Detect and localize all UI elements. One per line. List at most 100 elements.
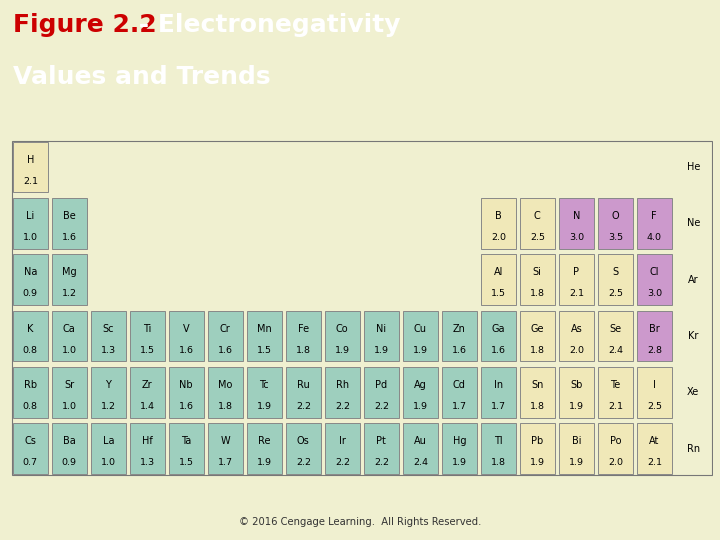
Text: S: S bbox=[612, 267, 618, 278]
Text: 1.9: 1.9 bbox=[257, 402, 272, 411]
Text: 1.6: 1.6 bbox=[491, 346, 505, 355]
Text: Cd: Cd bbox=[453, 380, 466, 390]
Text: 2.1: 2.1 bbox=[23, 177, 37, 186]
Text: Os: Os bbox=[297, 436, 310, 446]
Text: Li: Li bbox=[26, 211, 35, 221]
Text: Mo: Mo bbox=[218, 380, 233, 390]
Text: 2.2: 2.2 bbox=[335, 458, 350, 467]
Text: 3.5: 3.5 bbox=[608, 233, 623, 242]
Text: 1.8: 1.8 bbox=[491, 458, 505, 467]
Bar bbox=[364, 367, 399, 417]
Bar bbox=[130, 423, 165, 474]
Bar bbox=[130, 310, 165, 361]
Bar bbox=[52, 367, 87, 417]
Text: Ar: Ar bbox=[688, 275, 698, 285]
Text: 1.7: 1.7 bbox=[218, 458, 233, 467]
Text: Sn: Sn bbox=[531, 380, 544, 390]
Text: Fe: Fe bbox=[298, 323, 309, 334]
Bar bbox=[52, 310, 87, 361]
Text: La: La bbox=[102, 436, 114, 446]
Bar bbox=[402, 310, 438, 361]
Text: Ca: Ca bbox=[63, 323, 76, 334]
Bar bbox=[286, 367, 321, 417]
Text: 1.6: 1.6 bbox=[179, 346, 194, 355]
Text: Sr: Sr bbox=[64, 380, 74, 390]
Text: 2.2: 2.2 bbox=[296, 402, 311, 411]
Text: 1.9: 1.9 bbox=[569, 458, 584, 467]
Bar bbox=[168, 367, 204, 417]
Text: Po: Po bbox=[610, 436, 621, 446]
Bar bbox=[168, 310, 204, 361]
Text: Tc: Tc bbox=[259, 380, 269, 390]
Bar bbox=[13, 254, 48, 305]
Text: Pd: Pd bbox=[375, 380, 387, 390]
Text: 2.8: 2.8 bbox=[647, 346, 662, 355]
Bar bbox=[52, 423, 87, 474]
Bar bbox=[325, 367, 360, 417]
Text: In: In bbox=[494, 380, 503, 390]
Bar bbox=[481, 198, 516, 248]
Text: Pb: Pb bbox=[531, 436, 544, 446]
Text: 2.2: 2.2 bbox=[335, 402, 350, 411]
Bar bbox=[91, 310, 126, 361]
Text: Values and Trends: Values and Trends bbox=[13, 65, 271, 89]
Text: 2.1: 2.1 bbox=[569, 289, 584, 298]
Text: 1.6: 1.6 bbox=[218, 346, 233, 355]
Text: Be: Be bbox=[63, 211, 76, 221]
Text: Al: Al bbox=[494, 267, 503, 278]
Text: Rb: Rb bbox=[24, 380, 37, 390]
Bar bbox=[91, 423, 126, 474]
Text: Ir: Ir bbox=[339, 436, 346, 446]
Text: 1.5: 1.5 bbox=[179, 458, 194, 467]
Bar bbox=[91, 367, 126, 417]
Bar bbox=[481, 367, 516, 417]
Text: Ga: Ga bbox=[492, 323, 505, 334]
Text: Si: Si bbox=[533, 267, 541, 278]
Text: Hg: Hg bbox=[453, 436, 466, 446]
Text: 2.5: 2.5 bbox=[647, 402, 662, 411]
Bar bbox=[636, 198, 672, 248]
Text: 2.2: 2.2 bbox=[296, 458, 311, 467]
Bar bbox=[13, 423, 48, 474]
Text: 1.9: 1.9 bbox=[374, 346, 389, 355]
Text: 1.7: 1.7 bbox=[452, 402, 467, 411]
Text: Ag: Ag bbox=[414, 380, 427, 390]
Text: 1.0: 1.0 bbox=[23, 233, 37, 242]
Bar bbox=[442, 367, 477, 417]
Bar bbox=[402, 367, 438, 417]
Bar bbox=[208, 367, 243, 417]
Bar bbox=[636, 367, 672, 417]
Text: 1.6: 1.6 bbox=[179, 402, 194, 411]
Bar bbox=[247, 310, 282, 361]
Text: 1.6: 1.6 bbox=[452, 346, 467, 355]
Text: 1.5: 1.5 bbox=[491, 289, 505, 298]
Text: 2.0: 2.0 bbox=[491, 233, 505, 242]
Text: 1.2: 1.2 bbox=[101, 402, 116, 411]
Text: 2.4: 2.4 bbox=[608, 346, 623, 355]
Bar bbox=[364, 310, 399, 361]
Text: F: F bbox=[652, 211, 657, 221]
Text: 3.0: 3.0 bbox=[647, 289, 662, 298]
Text: 0.9: 0.9 bbox=[23, 289, 37, 298]
Text: 4.0: 4.0 bbox=[647, 233, 662, 242]
Text: Zn: Zn bbox=[453, 323, 466, 334]
Bar bbox=[598, 367, 633, 417]
Text: Tl: Tl bbox=[494, 436, 503, 446]
Text: Figure 2.2: Figure 2.2 bbox=[13, 12, 156, 37]
Bar bbox=[481, 423, 516, 474]
Text: 0.8: 0.8 bbox=[23, 346, 37, 355]
Bar bbox=[168, 423, 204, 474]
Bar bbox=[598, 310, 633, 361]
Text: Ba: Ba bbox=[63, 436, 76, 446]
Text: 1.0: 1.0 bbox=[62, 346, 77, 355]
Text: 1.7: 1.7 bbox=[491, 402, 505, 411]
Text: C: C bbox=[534, 211, 541, 221]
Text: 2.0: 2.0 bbox=[608, 458, 623, 467]
Bar bbox=[52, 254, 87, 305]
Text: Ne: Ne bbox=[687, 218, 700, 228]
Text: B: B bbox=[495, 211, 502, 221]
Text: Br: Br bbox=[649, 323, 660, 334]
Text: N: N bbox=[572, 211, 580, 221]
Text: 1.9: 1.9 bbox=[335, 346, 350, 355]
Text: 2.2: 2.2 bbox=[374, 402, 389, 411]
